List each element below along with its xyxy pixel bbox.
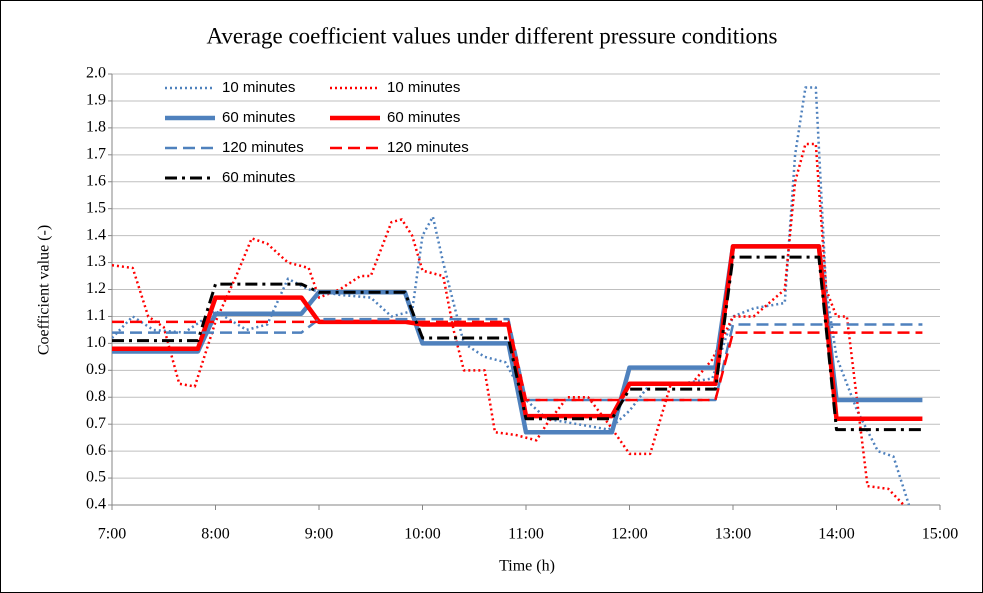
y-tick-label: 1.7 — [86, 145, 106, 162]
legend-label: 10 minutes — [387, 79, 460, 96]
legend-label: 60 minutes — [222, 169, 295, 186]
series-line — [112, 142, 905, 505]
x-tick-label: 15:00 — [922, 526, 958, 543]
chart-title: Average coefficient values under differe… — [207, 23, 778, 48]
y-tick-label: 1.6 — [86, 172, 106, 189]
y-tick-label: 0.9 — [86, 361, 106, 378]
legend-label: 120 minutes — [222, 139, 304, 156]
y-tick-label: 0.5 — [86, 469, 106, 486]
x-tick-label: 13:00 — [715, 526, 751, 543]
y-tick-label: 2.0 — [86, 65, 106, 82]
x-axis-label: Time (h) — [499, 558, 555, 575]
y-tick-label: 0.6 — [86, 442, 106, 459]
y-axis-label: Coefficient value (-) — [36, 225, 53, 355]
x-tick-label: 10:00 — [404, 526, 440, 543]
y-tick-label: 1.0 — [86, 334, 106, 351]
y-tick-label: 0.7 — [86, 415, 106, 432]
legend-label: 60 minutes — [387, 109, 460, 126]
series-line — [112, 320, 923, 402]
x-tick-label: 8:00 — [201, 526, 229, 543]
y-tick-label: 1.5 — [86, 199, 106, 216]
y-tick-label: 1.9 — [86, 92, 106, 109]
y-tick-label: 0.8 — [86, 388, 106, 405]
x-tick-label: 11:00 — [508, 526, 544, 543]
y-tick-label: 1.2 — [86, 280, 106, 297]
series-line — [112, 255, 923, 432]
y-tick-label: 1.3 — [86, 253, 106, 270]
x-tick-label: 12:00 — [611, 526, 647, 543]
x-tick-label: 9:00 — [305, 526, 333, 543]
x-tick-label: 7:00 — [98, 526, 126, 543]
legend-label: 120 minutes — [387, 139, 469, 156]
y-tick-label: 1.8 — [86, 119, 106, 136]
x-tick-label: 14:00 — [818, 526, 854, 543]
legend-label: 60 minutes — [222, 109, 295, 126]
series-line — [112, 244, 923, 422]
y-tick-label: 1.1 — [86, 307, 106, 324]
legend-label: 10 minutes — [222, 79, 295, 96]
y-tick-label: 1.4 — [86, 226, 106, 243]
plot-area — [112, 86, 923, 505]
y-tick-label: 0.4 — [86, 496, 106, 513]
